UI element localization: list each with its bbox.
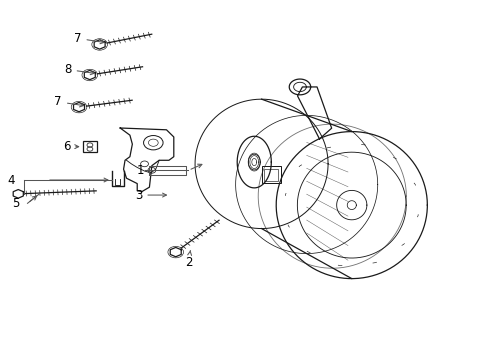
Text: 2: 2 (184, 251, 192, 269)
Text: 6: 6 (62, 140, 79, 153)
Text: 4: 4 (8, 174, 15, 186)
Bar (262, 166, 280, 183)
Text: 7: 7 (54, 95, 83, 108)
Text: 5: 5 (13, 197, 20, 210)
Text: 3: 3 (135, 189, 166, 202)
Text: 1: 1 (137, 164, 144, 177)
Bar (82, 141, 97, 152)
Bar (264, 168, 278, 181)
Text: 7: 7 (74, 32, 104, 45)
Text: 8: 8 (64, 63, 94, 76)
